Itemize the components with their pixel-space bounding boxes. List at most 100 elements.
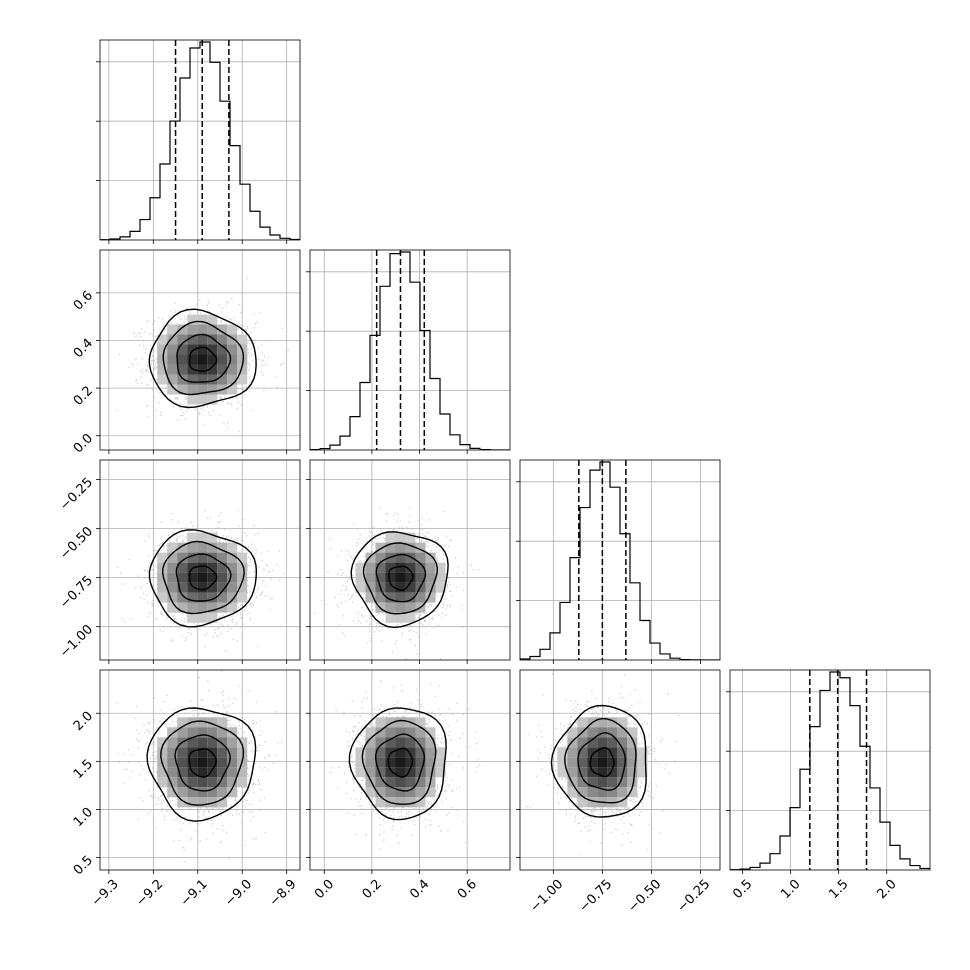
density-cell [587, 767, 598, 778]
density-cell [385, 787, 396, 798]
density-cell [217, 364, 228, 375]
density-cell [617, 727, 628, 738]
density-cell [405, 797, 416, 808]
density-cell [157, 374, 168, 385]
density-cell [365, 552, 376, 563]
y-tick-label: 0.5 [71, 853, 96, 878]
density-cell [385, 717, 396, 728]
density-cell [157, 592, 168, 603]
density-cell [415, 552, 426, 563]
density-cell [207, 787, 218, 798]
density-cell [237, 582, 248, 593]
density-cell [207, 384, 218, 395]
density-cell [597, 757, 608, 768]
density-cell [167, 787, 178, 798]
density-cell [607, 757, 618, 768]
density-cell [227, 767, 238, 778]
contour-level-1 [188, 346, 218, 372]
x-tick-label: 0.4 [407, 877, 432, 902]
density-cell [157, 747, 168, 758]
density-cell [167, 364, 178, 375]
panel-3-0 [100, 670, 300, 870]
density-cell [177, 592, 188, 603]
density-cell [217, 354, 228, 365]
density-cell [567, 747, 578, 758]
density-cell [385, 777, 396, 788]
x-tick-label: −1.00 [527, 877, 566, 916]
density-cell [207, 344, 218, 355]
density-cell [197, 767, 208, 778]
density-cell [405, 612, 416, 623]
x-tick-label: −9.1 [178, 877, 211, 910]
density-cell [435, 572, 446, 583]
density-cell [167, 727, 178, 738]
density-cell [217, 344, 228, 355]
density-cell [177, 552, 188, 563]
density-cell [207, 364, 218, 375]
contour-level-3 [361, 719, 437, 805]
density-cell [197, 602, 208, 613]
density-cell [587, 727, 598, 738]
density-cell [375, 747, 386, 758]
density-cell [187, 364, 198, 375]
density-cell [567, 767, 578, 778]
density-cell [405, 747, 416, 758]
density-cell [217, 767, 228, 778]
y-tick-label: −0.75 [57, 573, 96, 612]
density-cell [187, 552, 198, 563]
density-cell [157, 364, 168, 375]
histogram-1 [310, 251, 510, 450]
density-cell [425, 747, 436, 758]
density-cell [197, 384, 208, 395]
density-cell [617, 767, 628, 778]
contour-level-3 [160, 720, 245, 806]
density-cell [227, 354, 238, 365]
density-cell [577, 737, 588, 748]
x-tick-label: −8.9 [267, 877, 300, 910]
density-cell [187, 542, 198, 553]
density-cell [237, 747, 248, 758]
density-cell [187, 384, 198, 395]
density-cell [227, 324, 238, 335]
density-cell [425, 582, 436, 593]
density-cell [617, 777, 628, 788]
density-cell [617, 797, 628, 808]
density-cell [375, 797, 386, 808]
density-cell [385, 532, 396, 543]
density-cell [237, 364, 248, 375]
x-tick-label: 0.0 [312, 877, 337, 902]
contour-level-3 [564, 717, 637, 804]
density-cell [365, 757, 376, 768]
density-cell [425, 552, 436, 563]
density-cell [395, 542, 406, 553]
density-cell [197, 364, 208, 375]
density-cell [405, 777, 416, 788]
density-cell [157, 354, 168, 365]
density-cell [395, 592, 406, 603]
panel-2-0 [100, 460, 300, 660]
density-cell [207, 324, 218, 335]
density-cell [385, 562, 396, 573]
density-cell [597, 717, 608, 728]
density-cell [355, 562, 366, 573]
density-cell [217, 737, 228, 748]
density-cell [217, 747, 228, 758]
density-cell [207, 334, 218, 345]
density-cell [237, 777, 248, 788]
panel-3-1 [310, 670, 510, 870]
y-tick-label: 0.4 [71, 336, 96, 361]
density-cell [607, 767, 618, 778]
density-cell [197, 394, 208, 405]
density-cell [207, 727, 218, 738]
density-cell [627, 787, 638, 798]
density-cell [405, 532, 416, 543]
density-cell [227, 777, 238, 788]
density-cell [197, 324, 208, 335]
density-cell [405, 767, 416, 778]
density-cell [627, 777, 638, 788]
density-cell [177, 542, 188, 553]
density-cell [385, 592, 396, 603]
density-cell [365, 767, 376, 778]
scatter-points [116, 509, 300, 652]
density-cell [167, 562, 178, 573]
